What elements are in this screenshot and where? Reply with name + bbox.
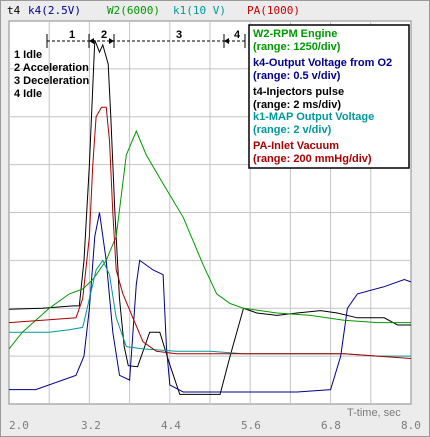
legend-entry: (range: 200 mmHg/div) bbox=[253, 153, 372, 165]
x-ticks: 2.0 3.2 4.4 5.6 6.8 8.0 bbox=[9, 419, 421, 432]
series-lines bbox=[8, 40, 412, 395]
phase-bracket-arrow bbox=[224, 38, 229, 44]
legend-box bbox=[248, 24, 410, 169]
header-label-t4: t4 bbox=[7, 4, 21, 17]
phase-list: 1 Idle 2 Acceleration 3 Deceleration 4 I… bbox=[14, 49, 89, 100]
phase-marker-1: 1 bbox=[69, 29, 75, 41]
legend-entry: (range: 0.5 v/div) bbox=[253, 70, 341, 82]
legend-entry: W2-RPM Engine bbox=[253, 28, 337, 40]
series-line-w2 bbox=[8, 129, 411, 350]
x-tick-label: 5.6 bbox=[241, 419, 261, 432]
series-line-t4 bbox=[8, 40, 411, 395]
phase-marker-4: 4 bbox=[234, 29, 241, 41]
x-tick-label: 3.2 bbox=[81, 419, 101, 432]
legend-entry: t4-Injectors pulse bbox=[253, 86, 344, 98]
phase-list-item: 2 Acceleration bbox=[14, 62, 89, 74]
phase-list-item: 4 Idle bbox=[14, 88, 42, 100]
header-label-w2: W2(6000) bbox=[107, 4, 160, 17]
header-label-k1: k1(10 V) bbox=[173, 4, 226, 17]
legend-entry: (range: 2 ms/div) bbox=[253, 99, 341, 111]
x-tick-label: 6.8 bbox=[321, 419, 341, 432]
phase-list-item: 3 Deceleration bbox=[14, 75, 89, 87]
x-axis-label: T-time, sec bbox=[347, 407, 401, 419]
channel-header: t4 k4(2.5V) W2(6000) k1(10 V) PA(1000) bbox=[7, 4, 300, 17]
legend-entry: k1-MAP Output Voltage bbox=[253, 111, 374, 123]
x-tick-label: 2.0 bbox=[9, 419, 29, 432]
x-tick-label: 8.0 bbox=[401, 419, 421, 432]
x-tick-label: 4.4 bbox=[161, 419, 181, 432]
legend-entry: PA-Inlet Vacuum bbox=[253, 140, 339, 152]
phase-markers: 1 2 3 4 bbox=[69, 29, 241, 41]
legend: W2-RPM Engine (range: 1250/div) k4-Outpu… bbox=[248, 24, 410, 169]
phase-bracket bbox=[46, 34, 246, 48]
phase-marker-3: 3 bbox=[176, 29, 182, 41]
phase-marker-2: 2 bbox=[101, 29, 107, 41]
phase-bracket-arrow bbox=[109, 38, 114, 44]
legend-entry: (range: 2 v/div) bbox=[253, 124, 332, 136]
header-label-k4: k4(2.5V) bbox=[28, 4, 81, 17]
legend-entry: k4-Output Voltage from O2 bbox=[253, 57, 392, 69]
legend-entry: (range: 1250/div) bbox=[253, 41, 341, 53]
phase-list-item: 1 Idle bbox=[14, 49, 42, 61]
phase-bracket-arrow bbox=[89, 38, 94, 44]
series-line-k4 bbox=[9, 212, 412, 393]
header-label-pa: PA(1000) bbox=[247, 4, 300, 17]
series-line-pa bbox=[8, 106, 412, 359]
